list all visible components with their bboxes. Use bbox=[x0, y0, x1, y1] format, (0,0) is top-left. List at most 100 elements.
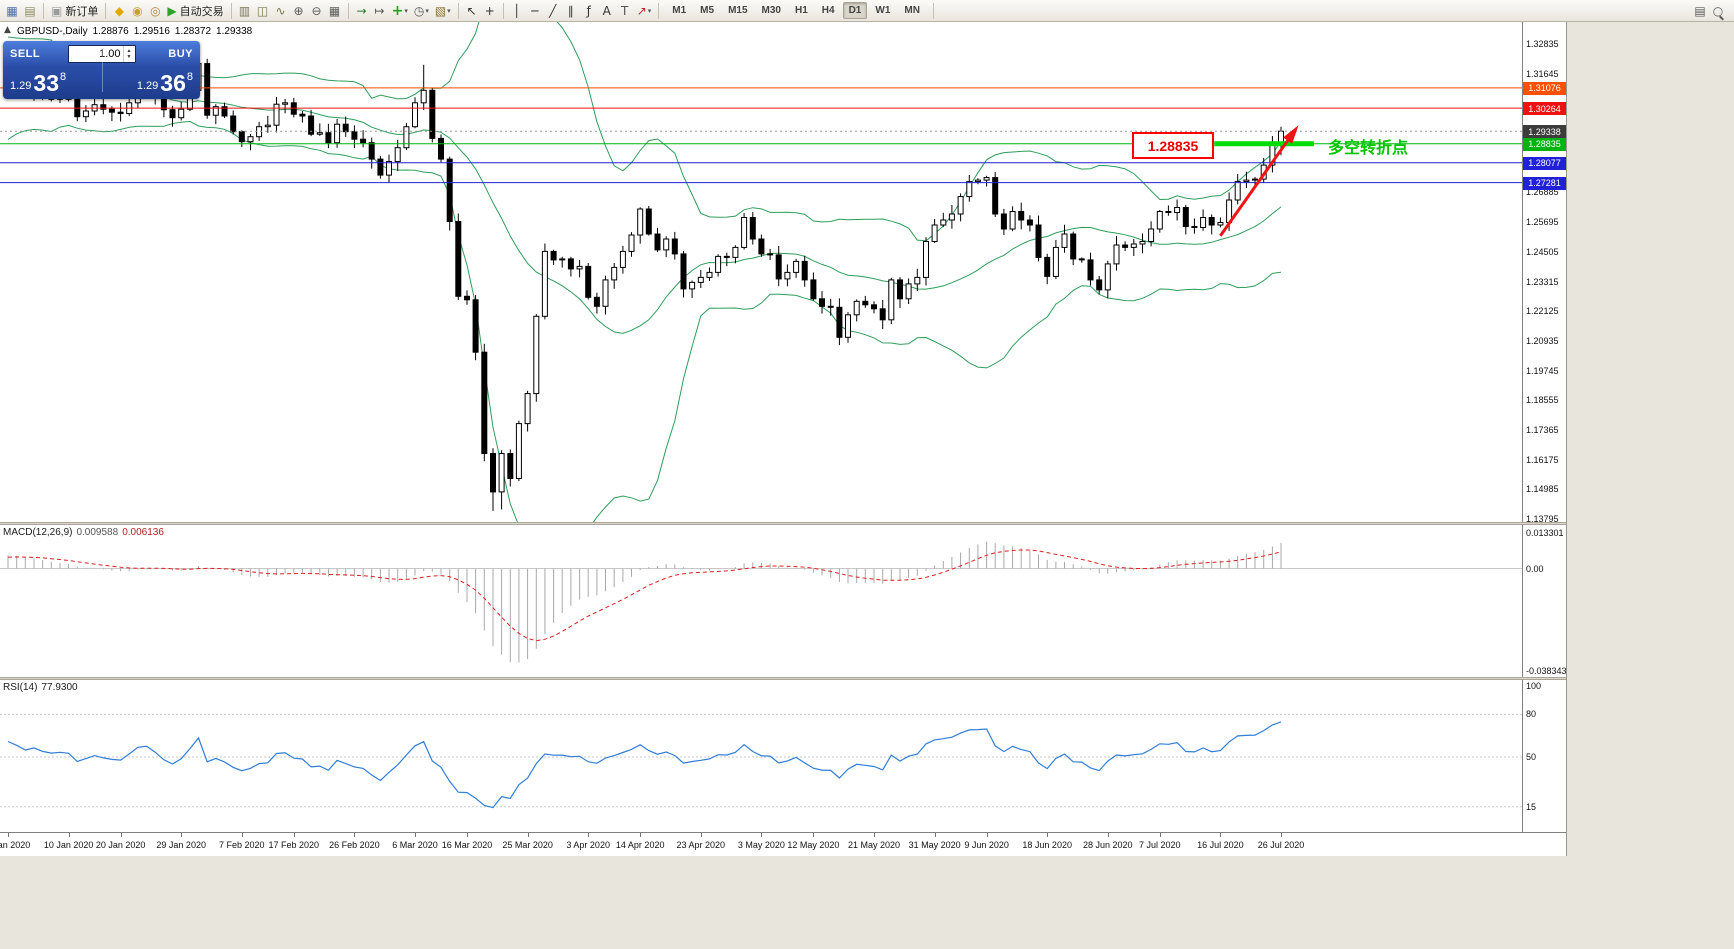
candle-body bbox=[178, 108, 185, 119]
macd-signal-line bbox=[7, 549, 1282, 642]
timeframe-button-d1[interactable]: D1 bbox=[842, 2, 868, 19]
vertical-line-icon: │ bbox=[513, 3, 521, 18]
label-button[interactable]: T bbox=[616, 2, 634, 20]
candle-body bbox=[845, 314, 851, 338]
chart-window[interactable]: ▲ GBPUSD-,Daily 1.28876 1.29516 1.28372 1.29… bbox=[0, 22, 1567, 856]
arrows-icon: ↗ bbox=[636, 3, 647, 18]
panel-splitter-macd[interactable] bbox=[0, 522, 1566, 525]
rsi-plot[interactable] bbox=[0, 680, 1522, 832]
new-order-button[interactable]: ▣ 新订单 bbox=[48, 2, 101, 20]
candle-body bbox=[1070, 233, 1077, 260]
spinner-down-icon[interactable]: ▼ bbox=[126, 54, 132, 60]
timeframe-button-m5[interactable]: M5 bbox=[694, 2, 720, 19]
indicators-button[interactable]: + ▾ bbox=[389, 2, 411, 20]
price-annotation-box[interactable]: 1.28835 bbox=[1132, 132, 1214, 159]
toolbar-separator bbox=[230, 2, 232, 19]
date-tick bbox=[700, 833, 702, 837]
printer-icon: ▤ bbox=[1694, 3, 1706, 18]
timeframe-button-h4[interactable]: H4 bbox=[816, 2, 841, 19]
sell-button[interactable]: 1.29 33 8 bbox=[10, 71, 102, 98]
rsi-value: 77.9300 bbox=[41, 682, 78, 693]
line-chart-button[interactable]: ∿ bbox=[272, 2, 290, 20]
candle-body bbox=[264, 124, 271, 128]
candle-body bbox=[1156, 211, 1163, 230]
autotrading-button-label: 自动交易 bbox=[179, 5, 224, 18]
candle-body bbox=[412, 102, 418, 128]
toolbar-separator bbox=[457, 2, 459, 19]
volume-input[interactable] bbox=[68, 46, 123, 62]
community-button[interactable]: ◎ bbox=[146, 2, 164, 20]
market-watch-button[interactable]: ◉ bbox=[128, 2, 146, 20]
vertical-line-button[interactable]: │ bbox=[508, 2, 526, 20]
collapse-arrow-icon[interactable]: ▲ bbox=[4, 25, 11, 35]
text-button[interactable]: A bbox=[598, 2, 616, 20]
zoom-in-button[interactable]: ⊕ bbox=[290, 2, 308, 20]
candle-body bbox=[1009, 211, 1016, 230]
date-label: 26 Feb 2020 bbox=[329, 840, 380, 850]
auto-scroll-button[interactable]: → bbox=[353, 2, 371, 20]
tile-windows-button[interactable]: ▦ bbox=[326, 2, 344, 20]
timeframe-button-mn[interactable]: MN bbox=[898, 2, 926, 19]
candle-body bbox=[663, 238, 670, 251]
timeframe-button-w1[interactable]: W1 bbox=[869, 2, 896, 19]
profiles-button[interactable]: ▤ bbox=[21, 2, 39, 20]
spinner-up-icon[interactable]: ▲ bbox=[126, 48, 132, 54]
candle-body bbox=[923, 241, 929, 278]
search-button[interactable]: ○ bbox=[1709, 2, 1727, 20]
channel-button[interactable]: ∥ bbox=[562, 2, 580, 20]
printer-button[interactable]: ▤ bbox=[1691, 2, 1709, 20]
trend-arrow[interactable] bbox=[1219, 128, 1297, 237]
candle-body bbox=[100, 104, 107, 110]
date-label: 28 Jun 2020 bbox=[1083, 840, 1133, 850]
turning-point-label[interactable]: 多空转折点 bbox=[1328, 138, 1409, 157]
candlestick-chart-button[interactable]: ◫ bbox=[254, 2, 272, 20]
date-tick bbox=[354, 833, 356, 837]
candle-body bbox=[1191, 226, 1198, 228]
bar-chart-button[interactable]: ▥ bbox=[236, 2, 254, 20]
timeframe-button-m30[interactable]: M30 bbox=[756, 2, 787, 19]
timeframe-button-m1[interactable]: M1 bbox=[666, 2, 692, 19]
panel-splitter-rsi[interactable] bbox=[0, 677, 1566, 680]
macd-name: MACD(12,26,9) bbox=[3, 527, 73, 538]
candle-body bbox=[1165, 211, 1172, 213]
chart-shift-button[interactable]: ↦ bbox=[371, 2, 389, 20]
main-chart-plot[interactable] bbox=[0, 22, 1522, 522]
date-tick bbox=[813, 833, 815, 837]
fibonacci-button[interactable]: ƒ bbox=[580, 2, 598, 20]
horizontal-line-button[interactable]: ─ bbox=[526, 2, 544, 20]
date-tick bbox=[1281, 833, 1282, 837]
candle-body bbox=[827, 305, 834, 308]
channel-icon: ∥ bbox=[567, 3, 574, 18]
trendline-button[interactable]: ╱ bbox=[544, 2, 562, 20]
crosshair-button[interactable]: + bbox=[481, 2, 499, 20]
candle-body bbox=[472, 299, 479, 353]
candle-body bbox=[212, 106, 219, 116]
metaeditor-button[interactable]: ◆ bbox=[110, 2, 128, 20]
volume-spinner[interactable]: ▲ ▼ bbox=[122, 46, 135, 62]
macd-plot[interactable] bbox=[0, 525, 1522, 677]
candlesticks[interactable] bbox=[5, 52, 1284, 511]
templates-button[interactable]: ▧ ▾ bbox=[432, 2, 454, 20]
periods-button[interactable]: ◷ ▾ bbox=[411, 2, 432, 20]
candle-body bbox=[836, 306, 843, 338]
arrows-button[interactable]: ↗ ▾ bbox=[634, 2, 655, 20]
timeframe-button-h1[interactable]: H1 bbox=[789, 2, 814, 19]
horizontal-line-icon: ─ bbox=[531, 3, 539, 18]
candle-body bbox=[394, 147, 401, 163]
timeframe-button-m15[interactable]: M15 bbox=[722, 2, 753, 19]
candlestick-chart-icon: ◫ bbox=[256, 3, 269, 18]
trend-arrow-head bbox=[1283, 125, 1299, 144]
cursor-button[interactable]: ↖ bbox=[463, 2, 481, 20]
new-chart-button[interactable]: ▦ bbox=[3, 2, 21, 20]
candle-body bbox=[853, 300, 860, 316]
sell-price-pip: 8 bbox=[60, 71, 67, 83]
zoom-out-button[interactable]: ⊖ bbox=[308, 2, 326, 20]
buy-button[interactable]: 1.29 36 8 bbox=[102, 71, 193, 98]
candle-body bbox=[1052, 246, 1059, 277]
autotrading-button[interactable]: ▶ 自动交易 bbox=[164, 2, 226, 20]
price-axis[interactable]: 1.32835 1.31645 1.26885 1.25695 1.24505 1.233… bbox=[1522, 22, 1566, 832]
profiles-icon: ▤ bbox=[24, 3, 36, 18]
toolbar-separator bbox=[932, 2, 934, 19]
price-tick: 1.19745 bbox=[1526, 365, 1559, 376]
